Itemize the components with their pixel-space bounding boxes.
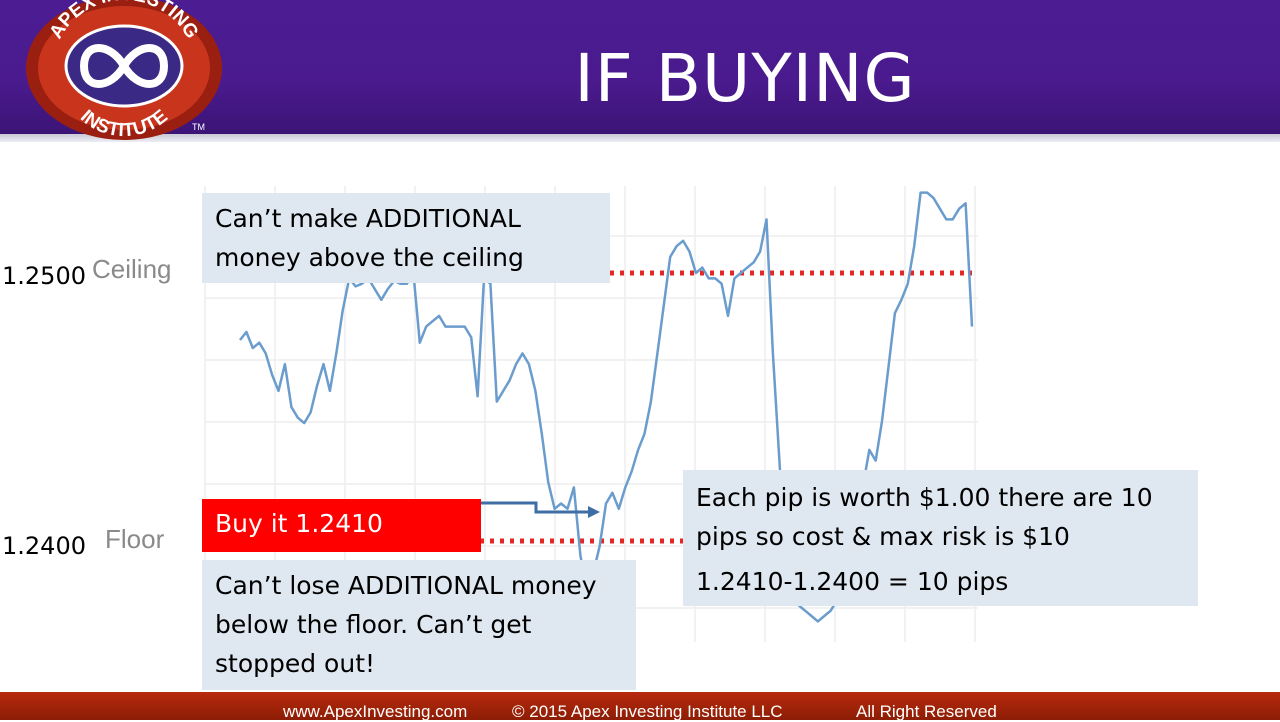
buy-entry-box: Buy it 1.2410: [202, 499, 481, 552]
floor-label: Floor: [105, 524, 165, 554]
ceiling-callout-line-2: money above the ceiling: [215, 243, 524, 272]
header-divider: [0, 134, 1280, 142]
entry-arrow: [470, 501, 600, 518]
apex-logo: APEX INVESTING INSTITUTE TM: [26, 0, 222, 140]
arrow-head-icon: [588, 506, 600, 518]
logo-trademark: TM: [192, 122, 205, 132]
floor-callout-line-1: Can’t lose ADDITIONAL money: [215, 571, 597, 600]
pip-calculation: 1.2410-1.2400 = 10 pips: [696, 567, 1009, 596]
slide-footer: www.ApexInvesting.com © 2015 Apex Invest…: [0, 692, 1280, 721]
ceiling-label: Ceiling: [92, 254, 172, 284]
pip-callout-line-1: Each pip is worth $1.00 there are 10: [696, 483, 1153, 512]
ceiling-value: 1.2500: [2, 262, 86, 290]
pip-callout-line-2: pips so cost & max risk is $10: [696, 522, 1070, 551]
pip-callout: Each pip is worth $1.00 there are 10 pip…: [683, 470, 1198, 606]
floor-callout: Can’t lose ADDITIONAL money below the fl…: [202, 560, 636, 690]
slide-title: IF BUYING: [574, 40, 916, 117]
ceiling-callout-line-1: Can’t make ADDITIONAL: [215, 204, 521, 233]
ceiling-callout: Can’t make ADDITIONAL money above the ce…: [202, 193, 610, 283]
footer-rights: All Right Reserved: [856, 702, 997, 721]
footer-website[interactable]: www.ApexInvesting.com: [283, 702, 468, 721]
floor-callout-line-3: stopped out!: [215, 649, 376, 678]
floor-callout-line-2: below the floor. Can’t get: [215, 610, 532, 639]
footer-copyright: © 2015 Apex Investing Institute LLC: [512, 702, 783, 721]
floor-value: 1.2400: [2, 532, 86, 560]
